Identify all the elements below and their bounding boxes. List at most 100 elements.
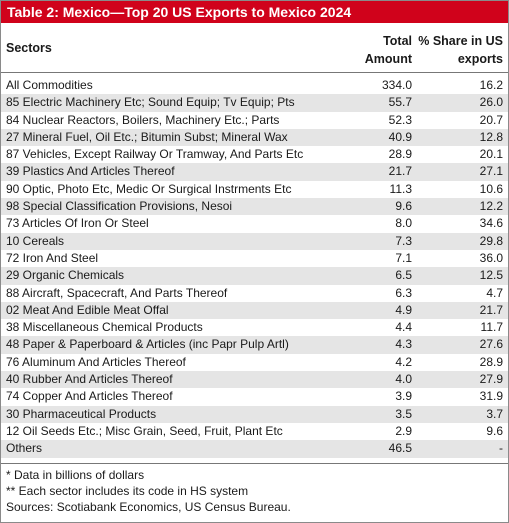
cell-sector: All Commodities bbox=[6, 78, 93, 92]
cell-share: 10.6 bbox=[479, 181, 503, 196]
cell-sector: 40 Rubber And Articles Thereof bbox=[6, 372, 173, 387]
cell-total-amount: 7.3 bbox=[395, 233, 412, 248]
cell-share: 11.7 bbox=[480, 320, 503, 335]
cell-share: 29.8 bbox=[479, 233, 503, 248]
cell-total-amount: 52.3 bbox=[388, 112, 412, 127]
cell-share: 21.7 bbox=[479, 302, 503, 317]
cell-total-amount: 4.3 bbox=[395, 337, 412, 352]
table-row: 90 Optic, Photo Etc, Medic Or Surgical I… bbox=[1, 181, 508, 198]
cell-total-amount: 4.2 bbox=[395, 354, 412, 369]
table-row: 38 Miscellaneous Chemical Products 4.4 11.… bbox=[1, 319, 508, 336]
table-row: 48 Paper & Paperboard & Articles (inc Pa… bbox=[1, 336, 508, 354]
header-amount-line2: Amount bbox=[364, 52, 412, 66]
table-row: All Commodities 334.0 16.2 bbox=[1, 77, 508, 94]
cell-share: - bbox=[499, 441, 503, 456]
cell-share: 16.2 bbox=[479, 78, 503, 92]
table-header: Sectors Total Amount % Share in US expor… bbox=[1, 29, 508, 69]
cell-share: 27.1 bbox=[479, 164, 503, 179]
cell-share: 4.7 bbox=[486, 285, 503, 300]
cell-total-amount: 21.7 bbox=[388, 164, 412, 179]
table-row: 12 Oil Seeds Etc.; Misc Grain, Seed, Fru… bbox=[1, 423, 508, 440]
table-row: 87 Vehicles, Except Railway Or Tramway, … bbox=[1, 146, 508, 163]
table-row: 30 Pharmaceutical Products 3.5 3.7 bbox=[1, 405, 508, 423]
cell-sector: 87 Vehicles, Except Railway Or Tramway, … bbox=[6, 147, 304, 162]
table-body: All Commodities 334.0 16.2 85 Electric Mach… bbox=[1, 77, 508, 458]
table-row: 27 Mineral Fuel, Oil Etc.; Bitumin Subst… bbox=[1, 128, 508, 147]
header-share-line1: % Share in US bbox=[418, 34, 503, 48]
cell-sector: 38 Miscellaneous Chemical Products bbox=[6, 320, 203, 335]
table-row: 40 Rubber And Articles Thereof 4.0 27.9 bbox=[1, 371, 508, 389]
footer-divider bbox=[1, 463, 508, 464]
cell-sector: 02 Meat And Edible Meat Offal bbox=[6, 302, 169, 317]
header-divider bbox=[1, 72, 508, 73]
cell-share: 27.9 bbox=[479, 372, 503, 387]
note-line: ** Each sector includes its code in HS s… bbox=[6, 484, 249, 498]
table-row: 98 Special Classification Provisions, Ne… bbox=[1, 198, 508, 216]
cell-sector: 10 Cereals bbox=[6, 233, 65, 248]
note-line: * Data in billions of dollars bbox=[6, 468, 145, 482]
table-row: Others 46.5 - bbox=[1, 440, 508, 458]
table-row: 84 Nuclear Reactors, Boilers, Machinery … bbox=[1, 112, 508, 129]
cell-total-amount: 3.5 bbox=[395, 406, 412, 421]
table-row: 74 Copper And Articles Thereof 3.9 31.9 bbox=[1, 388, 508, 405]
cell-total-amount: 11.3 bbox=[389, 181, 412, 196]
cell-total-amount: 4.9 bbox=[395, 302, 412, 317]
cell-sector: 76 Aluminum And Articles Thereof bbox=[6, 354, 186, 369]
cell-share: 20.1 bbox=[479, 147, 503, 162]
cell-share: 31.9 bbox=[479, 389, 503, 404]
header-share-line2: exports bbox=[457, 52, 503, 66]
cell-share: 36.0 bbox=[479, 250, 503, 265]
table-row: 29 Organic Chemicals 6.5 12.5 bbox=[1, 267, 508, 285]
table-row: 88 Aircraft, Spacecraft, And Parts There… bbox=[1, 285, 508, 302]
cell-total-amount: 3.9 bbox=[395, 389, 412, 404]
table-row: 02 Meat And Edible Meat Offal 4.9 21.7 bbox=[1, 301, 508, 320]
cell-sector: 88 Aircraft, Spacecraft, And Parts There… bbox=[6, 285, 228, 300]
cell-share: 20.7 bbox=[479, 112, 503, 127]
cell-total-amount: 334.0 bbox=[381, 78, 412, 92]
note-line: Sources: Scotiabank Economics, US Census… bbox=[6, 500, 291, 514]
cell-share: 26.0 bbox=[479, 95, 503, 110]
cell-share: 3.7 bbox=[486, 406, 503, 421]
cell-total-amount: 7.1 bbox=[395, 250, 412, 265]
cell-share: 28.9 bbox=[479, 354, 503, 369]
cell-share: 12.8 bbox=[479, 129, 503, 144]
cell-sector: 84 Nuclear Reactors, Boilers, Machinery … bbox=[6, 112, 280, 127]
table-row: 72 Iron And Steel 7.1 36.0 bbox=[1, 250, 508, 267]
header-total-amount: Total Amount bbox=[332, 32, 412, 68]
table-row: 73 Articles Of Iron Or Steel 8.0 34.6 bbox=[1, 215, 508, 232]
cell-sector: 48 Paper & Paperboard & Articles (inc Pa… bbox=[6, 337, 289, 352]
header-share: % Share in US exports bbox=[403, 32, 503, 68]
cell-sector: 30 Pharmaceutical Products bbox=[6, 406, 157, 421]
cell-total-amount: 46.5 bbox=[388, 441, 412, 456]
cell-total-amount: 6.5 bbox=[395, 268, 412, 283]
table-row: 10 Cereals 7.3 29.8 bbox=[1, 232, 508, 250]
cell-total-amount: 4.0 bbox=[395, 372, 412, 387]
cell-total-amount: 8.0 bbox=[395, 216, 412, 231]
header-amount-line1: Total bbox=[383, 34, 412, 48]
cell-total-amount: 40.9 bbox=[388, 129, 412, 144]
cell-share: 34.6 bbox=[479, 216, 503, 231]
table-row: 85 Electric Machinery Etc; Sound Equip; … bbox=[1, 94, 508, 112]
cell-share: 9.6 bbox=[486, 423, 503, 438]
table-title: Table 2: Mexico—Top 20 US Exports to Mex… bbox=[1, 1, 508, 23]
table-row: 39 Plastics And Articles Thereof 21.7 27.1 bbox=[1, 163, 508, 181]
cell-sector: 98 Special Classification Provisions, Ne… bbox=[6, 199, 233, 214]
cell-total-amount: 4.4 bbox=[395, 320, 412, 335]
cell-total-amount: 28.9 bbox=[388, 147, 412, 162]
cell-total-amount: 55.7 bbox=[388, 95, 412, 110]
cell-sector: 12 Oil Seeds Etc.; Misc Grain, Seed, Fru… bbox=[6, 423, 283, 438]
table-notes: * Data in billions of dollars ** Each sec… bbox=[6, 467, 291, 515]
cell-sector: 90 Optic, Photo Etc, Medic Or Surgical I… bbox=[6, 181, 292, 196]
cell-sector: Others bbox=[6, 441, 43, 456]
header-sectors: Sectors bbox=[6, 41, 52, 55]
cell-sector: 85 Electric Machinery Etc; Sound Equip; … bbox=[6, 95, 295, 110]
cell-total-amount: 2.9 bbox=[395, 423, 412, 438]
cell-share: 12.2 bbox=[479, 199, 503, 214]
cell-total-amount: 6.3 bbox=[395, 285, 412, 300]
cell-sector: 72 Iron And Steel bbox=[6, 250, 99, 265]
cell-share: 27.6 bbox=[479, 337, 503, 352]
cell-sector: 27 Mineral Fuel, Oil Etc.; Bitumin Subst… bbox=[6, 129, 288, 144]
cell-sector: 73 Articles Of Iron Or Steel bbox=[6, 216, 149, 231]
cell-total-amount: 9.6 bbox=[395, 199, 412, 214]
